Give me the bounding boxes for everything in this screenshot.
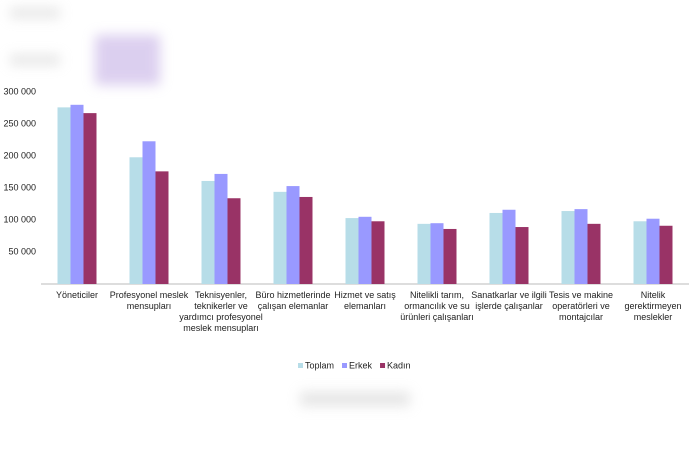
y-tick-label: 250 000 <box>3 118 36 128</box>
blurred-bg <box>95 35 160 85</box>
bar <box>430 223 444 284</box>
bar <box>515 227 529 284</box>
y-tick-label: 100 000 <box>3 214 36 224</box>
x-tick-label: Sanatkarlar ve ilgili işlerde çalışanlar <box>471 290 547 311</box>
bar <box>574 209 588 284</box>
bar <box>214 173 228 284</box>
bar <box>155 171 169 284</box>
bar <box>273 191 287 284</box>
legend-swatch <box>380 363 386 368</box>
blurred-bg <box>300 392 410 406</box>
x-tick-label: Profesyonel meslek mensupları <box>109 290 189 311</box>
x-tick-label: Teknisyenler, teknikerler ve yardımcı pr… <box>179 290 263 333</box>
bar <box>142 141 156 284</box>
legend-label: Kadın <box>387 360 411 370</box>
bar <box>286 186 300 284</box>
bar <box>129 157 143 284</box>
bar <box>502 209 516 284</box>
bar <box>345 218 359 284</box>
bar <box>57 107 71 284</box>
blurred-bg <box>10 8 60 18</box>
bar <box>299 196 313 284</box>
bar <box>417 223 431 284</box>
bar <box>587 223 601 284</box>
x-tick-label: Nitelik gerektirmeyen meslekler <box>624 290 682 322</box>
bar <box>371 221 385 284</box>
y-tick-label: 50 000 <box>8 246 36 256</box>
bar <box>358 216 372 284</box>
bar <box>659 225 673 284</box>
bar <box>646 218 660 284</box>
y-tick-label: 200 000 <box>3 150 36 160</box>
x-tick-label: Yöneticiler <box>55 290 99 300</box>
x-tick-label: Büro hizmetlerinde çalışan elemanlar <box>255 290 331 311</box>
x-tick-label: Hizmet ve satış elemanları <box>334 290 396 311</box>
bar <box>227 198 241 284</box>
bar <box>443 228 457 284</box>
x-tick-label: Nitelikli tarım, ormancılık ve su ürünle… <box>400 290 474 322</box>
legend-label: Erkek <box>349 360 373 370</box>
bar <box>489 212 503 284</box>
bar <box>201 180 215 284</box>
legend-swatch <box>298 363 303 368</box>
blurred-bg <box>10 55 60 65</box>
bar <box>561 211 575 284</box>
bar <box>633 221 647 284</box>
bar <box>70 104 84 284</box>
y-tick-label: 150 000 <box>3 182 36 192</box>
legend-label: Toplam <box>305 360 334 370</box>
x-tick-label: Tesis ve makine operatörleri ve montajcı… <box>548 290 614 322</box>
y-tick-label: 300 000 <box>3 86 36 96</box>
bar <box>83 113 97 285</box>
legend-swatch <box>342 363 348 368</box>
